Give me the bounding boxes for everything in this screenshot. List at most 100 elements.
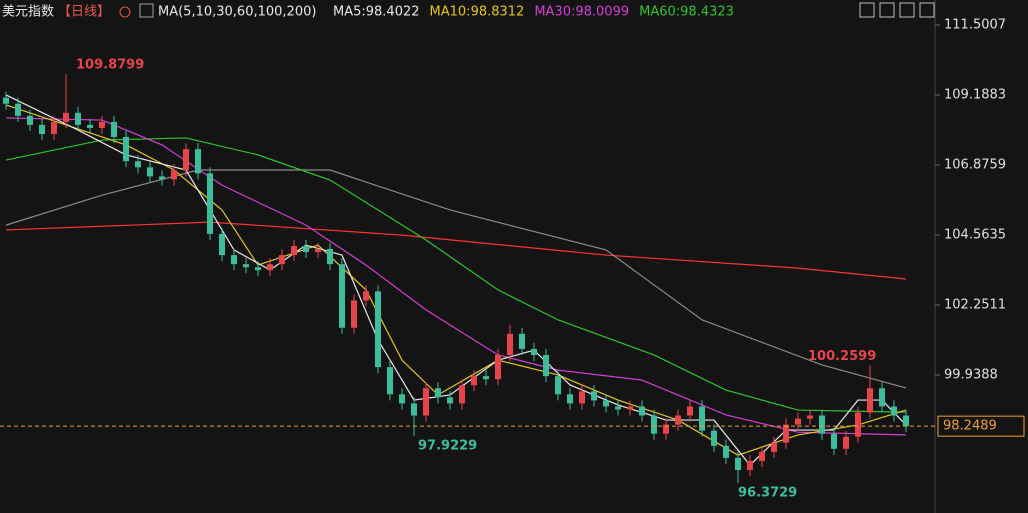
ma-line [5,137,907,413]
candle-body [615,406,621,410]
annotation: 100.2599 [808,349,876,364]
annotation: 109.8799 [76,58,144,73]
tool-icon[interactable] [879,2,895,18]
candle-body [207,173,213,234]
y-tick-label: 99.9388 [944,367,998,382]
candle-body [639,406,645,416]
candle-body [579,391,585,404]
candle-body [567,394,573,404]
candle-body [675,415,681,425]
candle-body [159,176,165,180]
candle-body [771,442,777,452]
candle-body [63,112,69,122]
candle-body [591,391,597,401]
legend-entry: MA5:98.4022 [333,5,420,20]
candle-body [651,415,657,434]
ma-line [5,221,907,280]
candle-body [99,121,105,128]
candle-body [3,97,9,104]
candle-body [543,354,549,377]
candle-body [27,115,33,125]
ma-line [5,117,907,436]
ma-line [5,169,907,389]
candle-body [363,291,369,301]
legend-entry: MA60:98.4323 [639,5,734,20]
candle-body [795,418,801,425]
candle-body [531,348,537,355]
candle-body [315,249,321,253]
candle-body [819,415,825,434]
candle-body [303,246,309,253]
current-price: 98.2489 [943,419,997,434]
candle-body [327,249,333,265]
candle-body [135,161,141,168]
candle-body [411,403,417,416]
candle-body [183,149,189,171]
tool-icon[interactable] [899,2,915,18]
candle-body [279,255,285,265]
y-tick-label: 102.2511 [944,298,1006,313]
candle-body [231,255,237,265]
candle-body [435,388,441,398]
candle-body [123,137,129,162]
annotation: 97.9229 [418,439,477,454]
candle-body [603,400,609,407]
toolbar [859,2,935,18]
candle-body [75,112,81,125]
candle-body [387,367,393,395]
legend-entry: MA10:98.8312 [430,5,525,20]
candle-body [375,291,381,368]
candle-body [855,412,861,437]
candle-body [879,388,885,407]
tool-icon[interactable] [919,2,935,18]
candle-body [111,121,117,138]
candle-body [351,300,357,328]
candle-body [423,388,429,416]
price-box [937,415,1025,437]
candle-body [291,246,297,256]
candle-body [483,376,489,380]
tool-icon[interactable] [859,2,875,18]
legend-entry: MA30:98.0099 [534,5,629,20]
candle-body [339,264,345,328]
candle-body [399,394,405,404]
candle-body [87,124,93,128]
candle-body [843,436,849,449]
candle-body [759,451,765,461]
candle-body [171,170,177,180]
candle-body [495,354,501,380]
ma-line [5,104,907,456]
candle-body [471,376,477,386]
candle-body [867,388,873,413]
candle-body [735,457,741,471]
y-tick-label: 109.1883 [944,88,1006,103]
y-tick-label: 106.8759 [944,158,1006,173]
candle-body [663,424,669,434]
candle-body [627,406,633,410]
candle-body [219,233,225,256]
legend: MA60:98.4323 MA30:98.0099 MA10:98.8312 MA5:… [333,5,734,20]
candle-body [519,333,525,349]
candle-body [39,124,45,135]
ma-line [5,94,907,467]
candle-body [807,415,813,419]
chart-title: 美元指数 [2,5,54,20]
candle-body [687,406,693,416]
candle-body [831,433,837,449]
candle-body [711,430,717,446]
period[interactable]: 【日线】 [58,5,110,20]
candle-body [891,406,897,416]
candle-body [243,264,249,268]
add-icon[interactable] [119,6,131,18]
candle-body [51,121,57,135]
indicator: MA(5,10,30,60,100,200) [158,5,316,20]
candle-body [699,406,705,431]
indicator-icon[interactable] [139,3,154,18]
candle-body [507,333,513,355]
candle-body [459,385,465,404]
annotation: 96.3729 [738,485,797,500]
candle-body [783,424,789,443]
candle-body [15,103,21,116]
